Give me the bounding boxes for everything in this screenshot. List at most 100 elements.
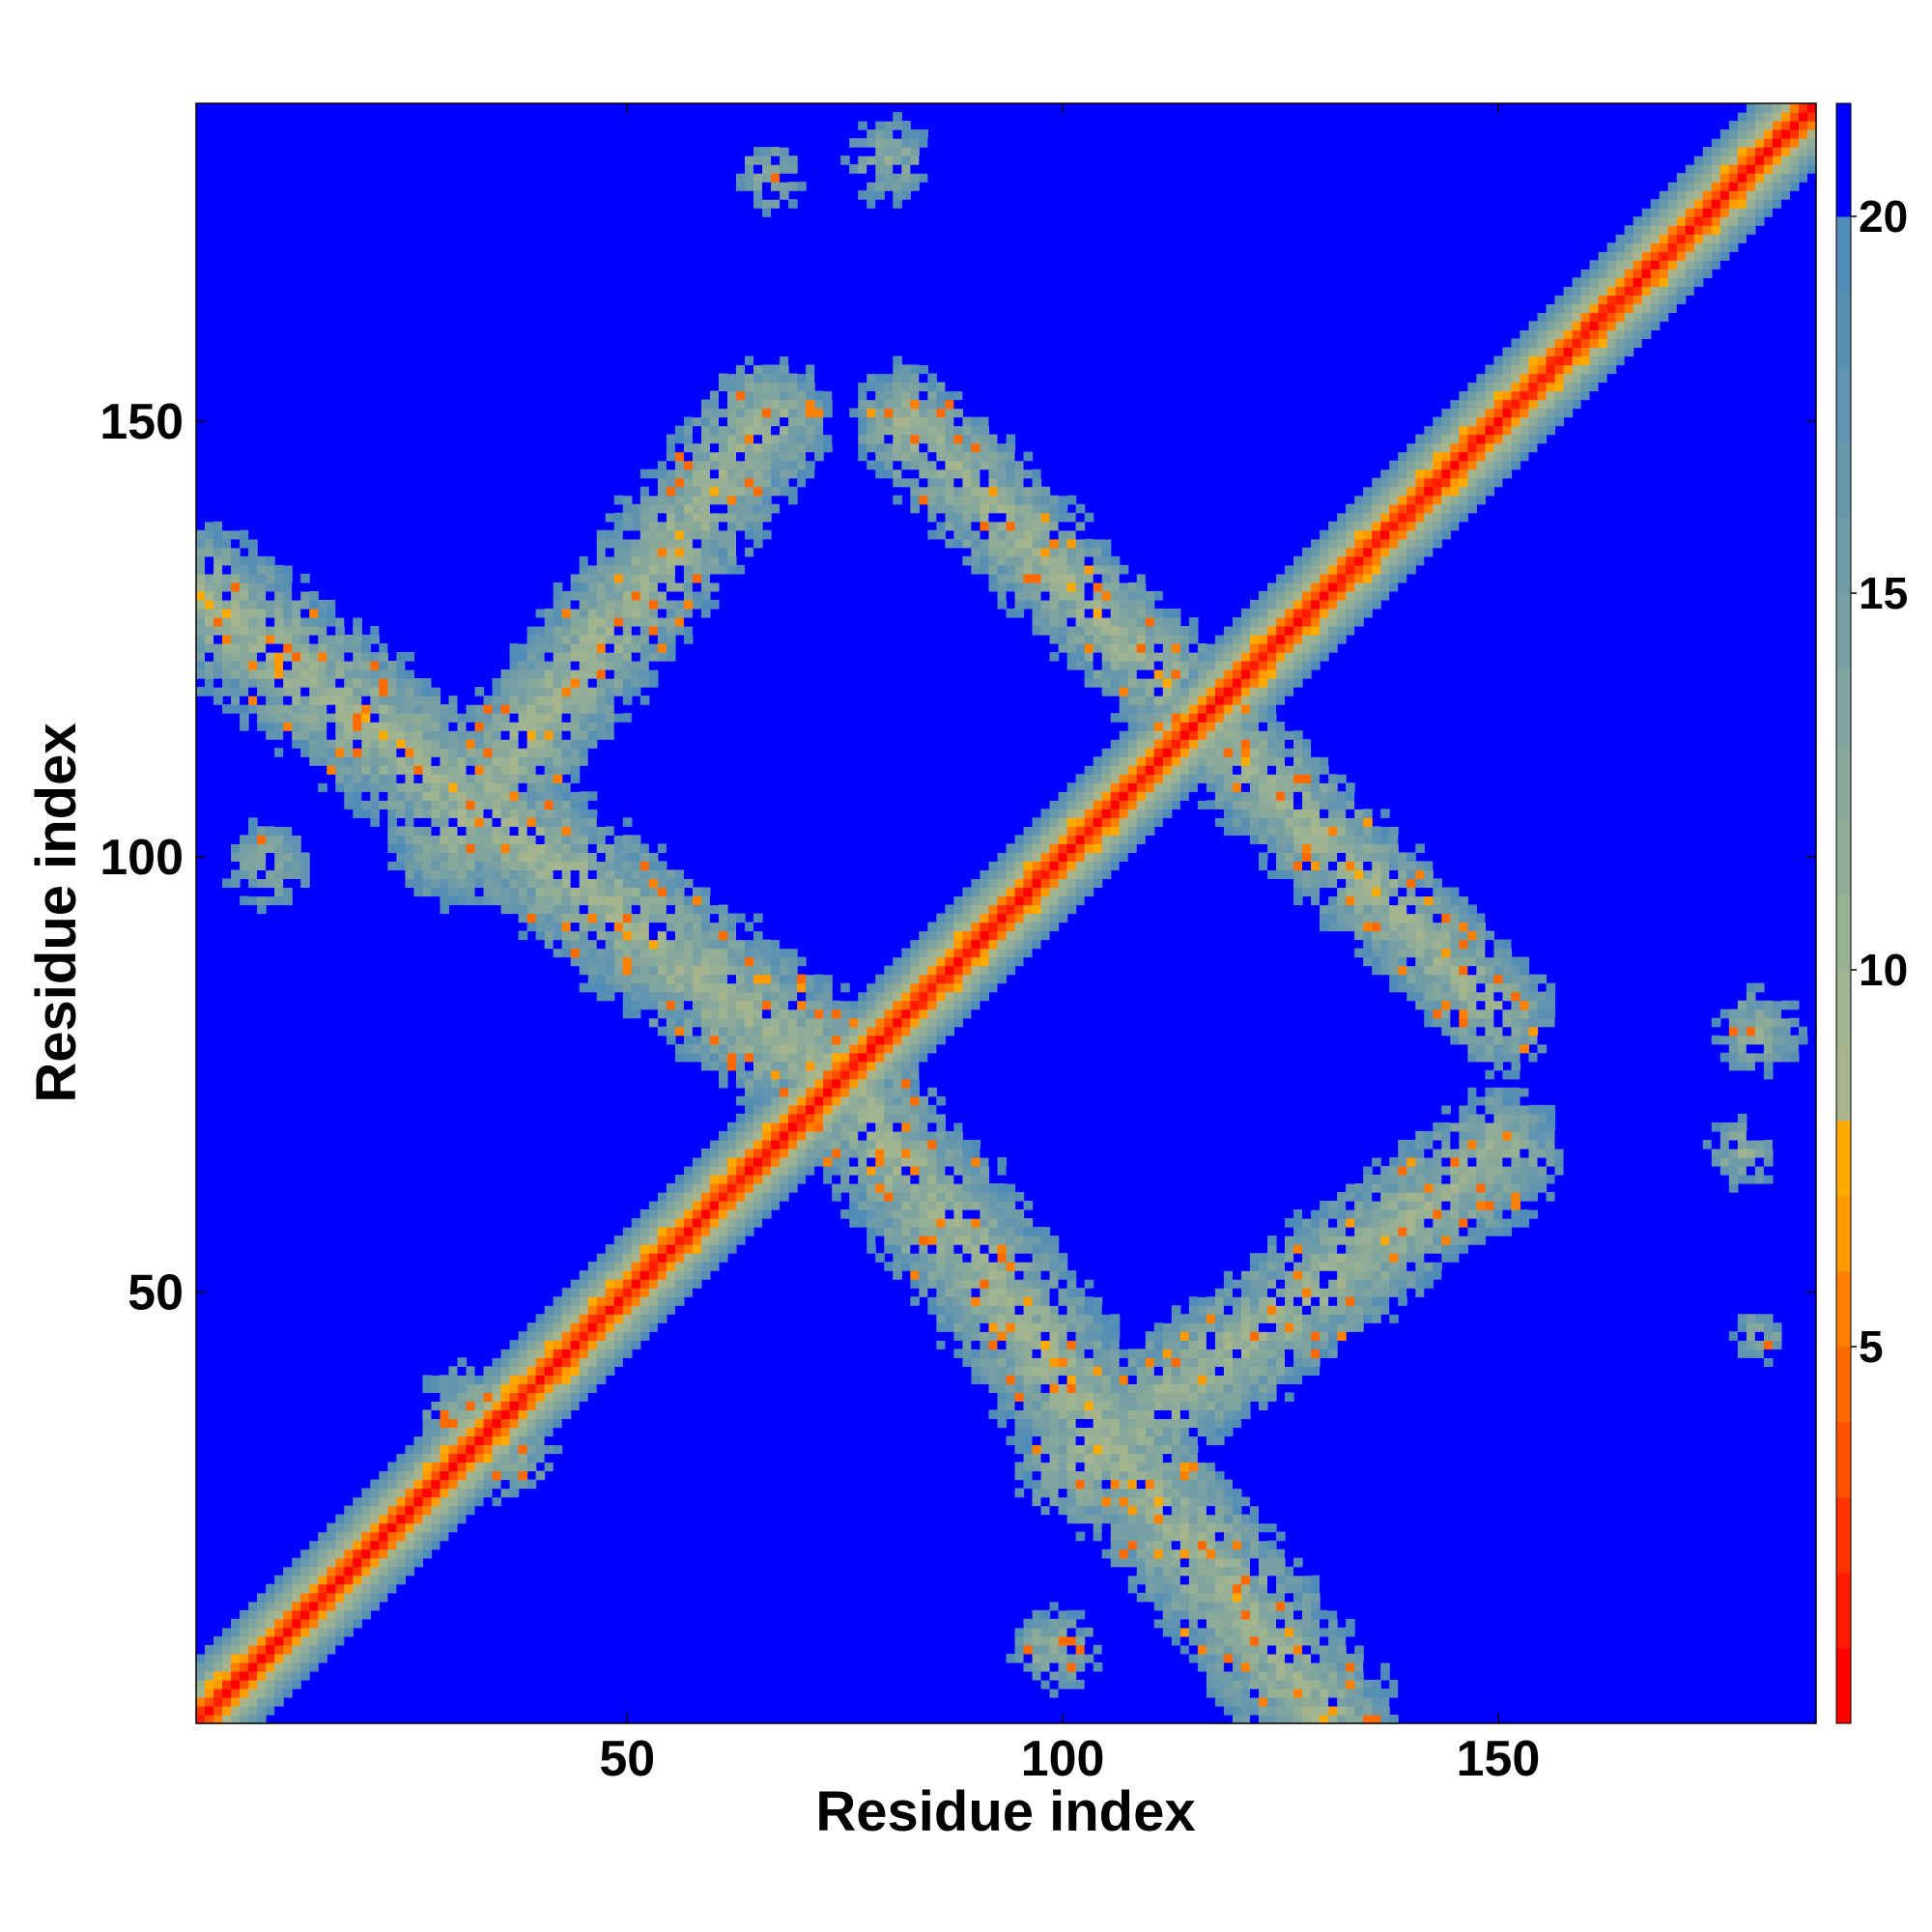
heatmap-cell <box>919 156 928 165</box>
heatmap-cell <box>596 538 607 549</box>
heatmap-cell <box>648 1279 659 1289</box>
heatmap-cell <box>240 652 249 662</box>
heatmap-cell <box>605 616 615 627</box>
heatmap-cell <box>509 826 520 836</box>
heatmap-cell <box>962 1331 973 1341</box>
heatmap-cell <box>518 704 528 714</box>
heatmap-cell <box>832 1017 841 1028</box>
heatmap-cell <box>318 1644 327 1655</box>
heatmap-cell <box>962 529 973 540</box>
heatmap-cell <box>806 1148 815 1158</box>
heatmap-cell <box>840 1043 850 1054</box>
heatmap-cell <box>587 843 598 853</box>
heatmap-cell <box>570 1401 581 1411</box>
heatmap-cell <box>867 1183 876 1193</box>
heatmap-cell <box>736 521 746 531</box>
heatmap-cell <box>422 739 433 749</box>
heatmap-cell <box>709 1017 720 1028</box>
heatmap-cell <box>936 469 946 479</box>
heatmap-cell <box>849 1009 859 1019</box>
heatmap-cell <box>561 791 572 801</box>
heatmap-cell <box>240 835 249 844</box>
heatmap-cell <box>1014 930 1025 941</box>
heatmap-cell <box>274 704 284 714</box>
heatmap-cell <box>709 416 720 427</box>
heatmap-cell <box>413 1479 424 1490</box>
heatmap-cell <box>387 826 397 836</box>
heatmap-cell <box>980 434 990 444</box>
heatmap-cell <box>387 739 397 749</box>
heatmap-cell <box>867 1130 876 1141</box>
heatmap-cell <box>631 956 641 967</box>
heatmap-cell <box>762 1095 772 1106</box>
heatmap-cell <box>257 1679 267 1690</box>
heatmap-cell <box>248 538 258 549</box>
heatmap-cell <box>971 1139 981 1150</box>
heatmap-cell <box>700 477 711 488</box>
heatmap-cell <box>440 730 450 740</box>
heatmap-cell <box>1014 608 1025 618</box>
heatmap-cell <box>745 1000 754 1010</box>
heatmap-cell <box>1023 1409 1034 1420</box>
heatmap-cell <box>274 1696 284 1707</box>
heatmap-cell <box>622 1279 633 1289</box>
heatmap-cell <box>466 696 476 705</box>
heatmap-cell <box>700 913 711 923</box>
heatmap-cell <box>840 1174 850 1184</box>
heatmap-cell <box>596 696 607 705</box>
heatmap-cell <box>631 555 641 566</box>
heatmap-cell <box>631 1288 641 1297</box>
heatmap-cell <box>344 678 354 688</box>
heatmap-cell <box>762 1122 772 1132</box>
heatmap-cell <box>945 1130 955 1141</box>
heatmap-cell <box>231 1714 241 1724</box>
heatmap-cell <box>936 930 946 941</box>
heatmap-cell <box>762 156 772 165</box>
heatmap-cell <box>396 765 406 775</box>
heatmap-cell <box>622 599 633 610</box>
heatmap-cell <box>240 1688 249 1698</box>
heatmap-cell <box>919 355 928 366</box>
heatmap-cell <box>587 1296 598 1306</box>
heatmap-cell <box>988 922 999 932</box>
heatmap-cell <box>457 835 468 844</box>
heatmap-cell <box>466 835 476 844</box>
heatmap-cell <box>327 1522 336 1533</box>
heatmap-cell <box>771 1148 781 1158</box>
heatmap-cell <box>518 765 528 775</box>
heatmap-cell <box>387 1531 397 1542</box>
heatmap-cell <box>518 748 528 757</box>
heatmap-cell <box>431 739 441 749</box>
heatmap-cell <box>466 1383 476 1393</box>
heatmap-cell <box>657 503 668 514</box>
heatmap-cell <box>953 477 964 488</box>
heatmap-cell <box>1006 434 1016 444</box>
heatmap-cell <box>266 861 275 871</box>
heatmap-cell <box>526 1435 537 1446</box>
heatmap-cell <box>639 1305 650 1315</box>
heatmap-cell <box>648 843 659 853</box>
heatmap-cell <box>893 1244 902 1254</box>
heatmap-cell <box>431 704 441 714</box>
heatmap-cell <box>300 1557 310 1568</box>
heatmap-cell <box>561 1305 572 1315</box>
heatmap-cell <box>613 608 624 618</box>
heatmap-cell <box>266 1696 275 1707</box>
heatmap-cell <box>413 678 424 688</box>
heatmap-cell <box>205 616 214 627</box>
heatmap-cell <box>613 590 624 601</box>
heatmap-cell <box>405 669 415 679</box>
heatmap-cell <box>858 408 867 418</box>
heatmap-cell <box>405 756 415 766</box>
heatmap-cell <box>919 390 928 401</box>
heatmap-cell <box>596 529 607 540</box>
heatmap-cell <box>657 1026 668 1037</box>
heatmap-cell <box>327 1601 336 1611</box>
heatmap-cell <box>753 974 763 984</box>
heatmap-cell <box>806 1009 815 1019</box>
heatmap-cell <box>622 1244 633 1254</box>
heatmap-cell <box>379 1488 388 1498</box>
heatmap-cell <box>980 1148 990 1158</box>
heatmap-cell <box>683 991 694 1002</box>
heatmap-cell <box>683 1000 694 1010</box>
